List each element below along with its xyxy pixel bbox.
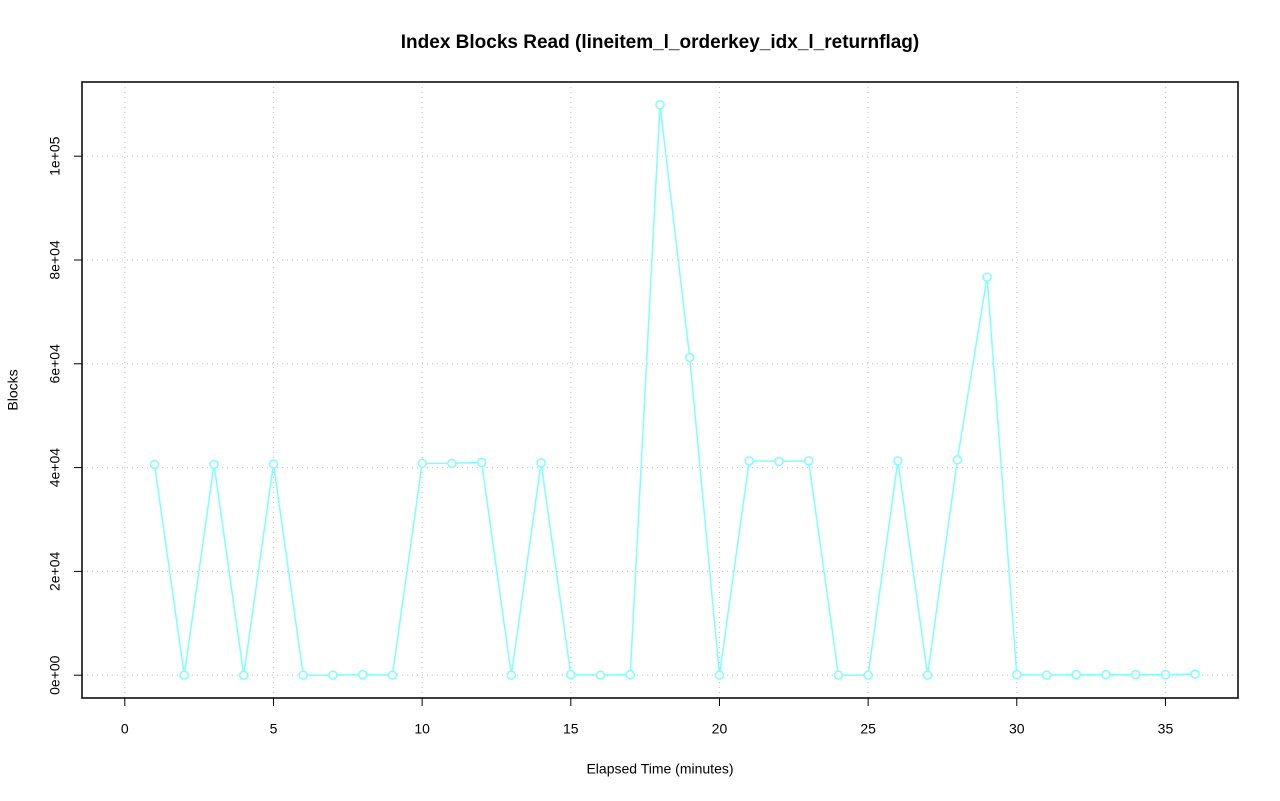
data-point: [417, 458, 427, 469]
data-point: [744, 456, 754, 466]
data-point: [774, 456, 784, 467]
y-tick-label: 6e+04: [47, 344, 63, 384]
x-axis-label: Elapsed Time (minutes): [586, 761, 733, 777]
data-point: [1160, 669, 1171, 680]
x-tick-label: 0: [121, 721, 129, 737]
data-point: [357, 669, 368, 680]
y-tick-label: 0e+00: [47, 655, 63, 695]
data-point: [476, 457, 487, 468]
data-point: [566, 669, 576, 680]
data-point: [684, 352, 695, 363]
data-point: [982, 272, 992, 282]
data-point: [803, 456, 814, 466]
data-point: [714, 670, 725, 680]
data-point: [1130, 669, 1141, 680]
plot-frame: [81, 81, 1239, 699]
data-point: [506, 670, 517, 680]
x-tick-label: 35: [1158, 721, 1174, 737]
x-tick-label: 30: [1009, 721, 1025, 737]
data-point: [387, 670, 398, 680]
data-point: [1190, 669, 1200, 679]
y-axis-label: Blocks: [5, 369, 21, 410]
x-tick-label: 20: [712, 721, 728, 737]
y-tick-label: 2e+04: [47, 552, 63, 592]
y-tick-label: 1e+05: [47, 136, 63, 176]
data-line: [153, 104, 1196, 676]
data-point: [655, 100, 665, 110]
chart-title: Index Blocks Read (lineitem_l_orderkey_i…: [401, 32, 919, 53]
x-tick-label: 5: [270, 721, 278, 737]
data-point: [1012, 669, 1022, 680]
data-point: [209, 459, 219, 470]
data-point: [863, 670, 873, 680]
data-point: [149, 459, 160, 470]
data-point: [833, 670, 844, 680]
data-point: [536, 458, 546, 468]
data-point: [298, 670, 308, 680]
data-point: [447, 458, 457, 469]
data-point: [1101, 669, 1111, 680]
data-point: [328, 670, 338, 680]
x-tick-label: 10: [414, 721, 430, 737]
data-point: [625, 669, 636, 680]
data-point: [922, 670, 933, 680]
x-tick-label: 25: [860, 721, 876, 737]
data-point: [952, 455, 963, 465]
data-point: [238, 670, 249, 680]
data-point: [268, 459, 279, 469]
data-point: [1041, 670, 1052, 680]
data-point: [1071, 669, 1082, 680]
data-point: [893, 456, 903, 466]
y-tick-label: 8e+04: [47, 240, 63, 280]
data-point: [179, 670, 190, 680]
data-point: [595, 670, 606, 680]
x-tick-label: 15: [563, 721, 579, 737]
y-tick-label: 4e+04: [47, 448, 63, 488]
